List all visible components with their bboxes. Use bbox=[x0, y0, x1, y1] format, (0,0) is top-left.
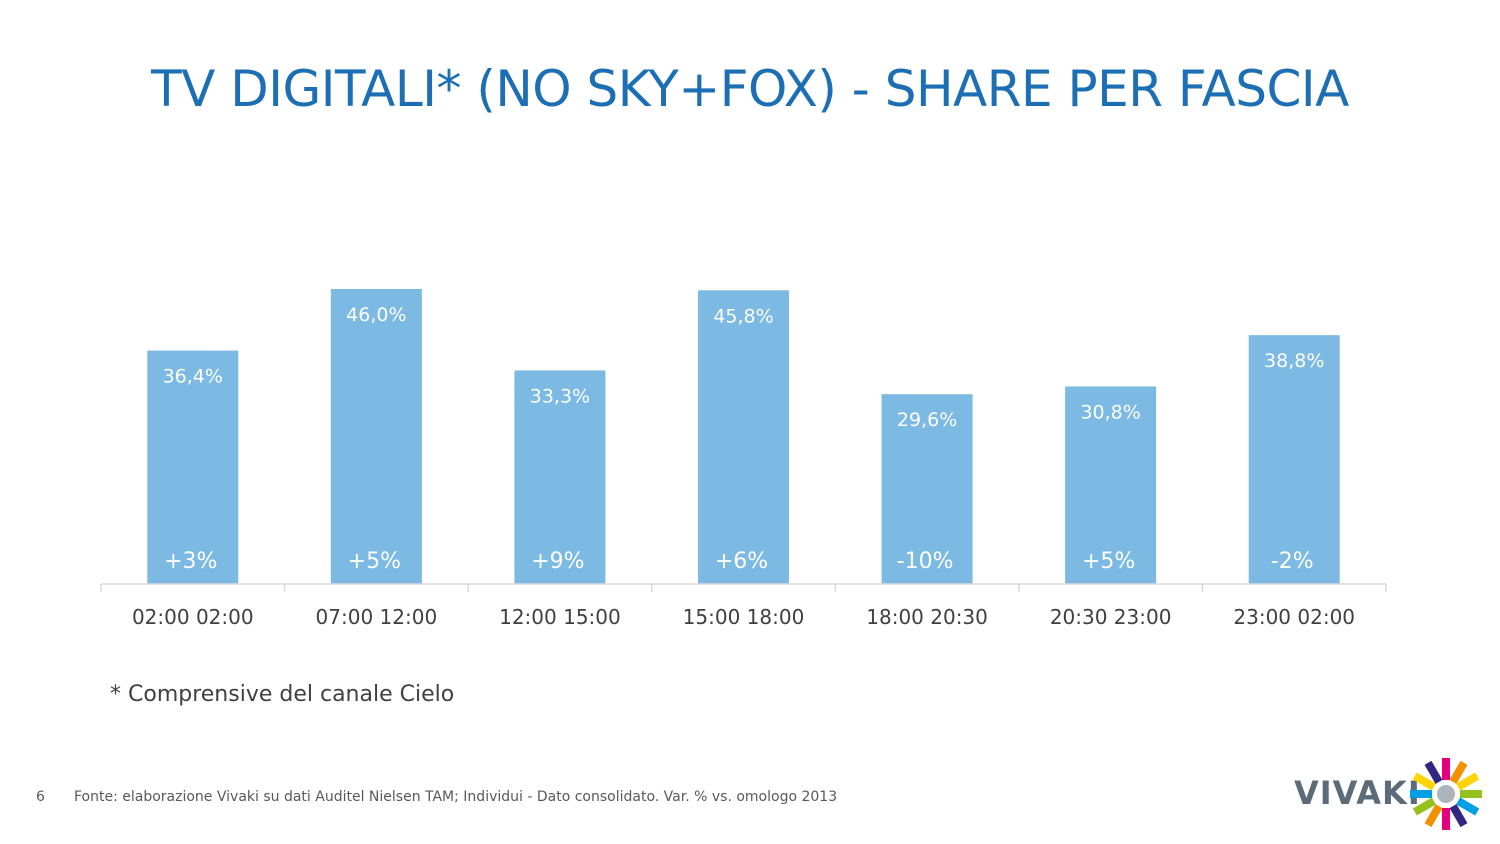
bar-value-label: 45,8% bbox=[713, 305, 773, 327]
bar-variation-label: +5% bbox=[348, 549, 401, 574]
bar-value-label: 46,0% bbox=[346, 304, 406, 326]
bar-value-label: 36,4% bbox=[163, 366, 223, 388]
bar bbox=[330, 289, 422, 584]
page-number: 6 bbox=[36, 789, 45, 805]
footnote: * Comprensive del canale Cielo bbox=[110, 682, 455, 707]
bar bbox=[147, 350, 239, 584]
bar bbox=[1065, 386, 1157, 584]
bar-variation-label: +6% bbox=[715, 549, 768, 574]
logo-wordmark: VIVAKI bbox=[1294, 774, 1421, 812]
x-tick-label: 15:00 18:00 bbox=[683, 605, 805, 629]
bar-value-label: 29,6% bbox=[897, 409, 957, 431]
bar-value-label: 30,8% bbox=[1080, 401, 1140, 423]
x-tick-label: 07:00 12:00 bbox=[316, 605, 438, 629]
bar-variation-label: +3% bbox=[164, 549, 217, 574]
bar-variation-label: +5% bbox=[1082, 549, 1135, 574]
vivaki-logo: VIVAKI bbox=[1294, 752, 1484, 832]
bar bbox=[514, 370, 606, 584]
x-tick-label: 20:30 23:00 bbox=[1050, 605, 1172, 629]
x-tick-label: 23:00 02:00 bbox=[1233, 605, 1355, 629]
bar-variation-label: -2% bbox=[1271, 549, 1314, 574]
bar bbox=[881, 394, 973, 584]
x-tick-label: 02:00 02:00 bbox=[132, 605, 254, 629]
x-tick-label: 12:00 15:00 bbox=[499, 605, 621, 629]
bar-variation-label: +9% bbox=[531, 549, 584, 574]
bar bbox=[1248, 335, 1340, 584]
bar-variation-label: -10% bbox=[897, 549, 954, 574]
page-title: TV DIGITALI* (NO SKY+FOX) - SHARE PER FA… bbox=[151, 60, 1349, 118]
logo-burst-icon bbox=[1410, 758, 1482, 830]
bar-value-label: 38,8% bbox=[1264, 350, 1324, 372]
source-note: Fonte: elaborazione Vivaki su dati Audit… bbox=[74, 789, 838, 805]
x-tick-label: 18:00 20:30 bbox=[866, 605, 988, 629]
bar-value-label: 33,3% bbox=[530, 385, 590, 407]
bar bbox=[698, 290, 789, 584]
